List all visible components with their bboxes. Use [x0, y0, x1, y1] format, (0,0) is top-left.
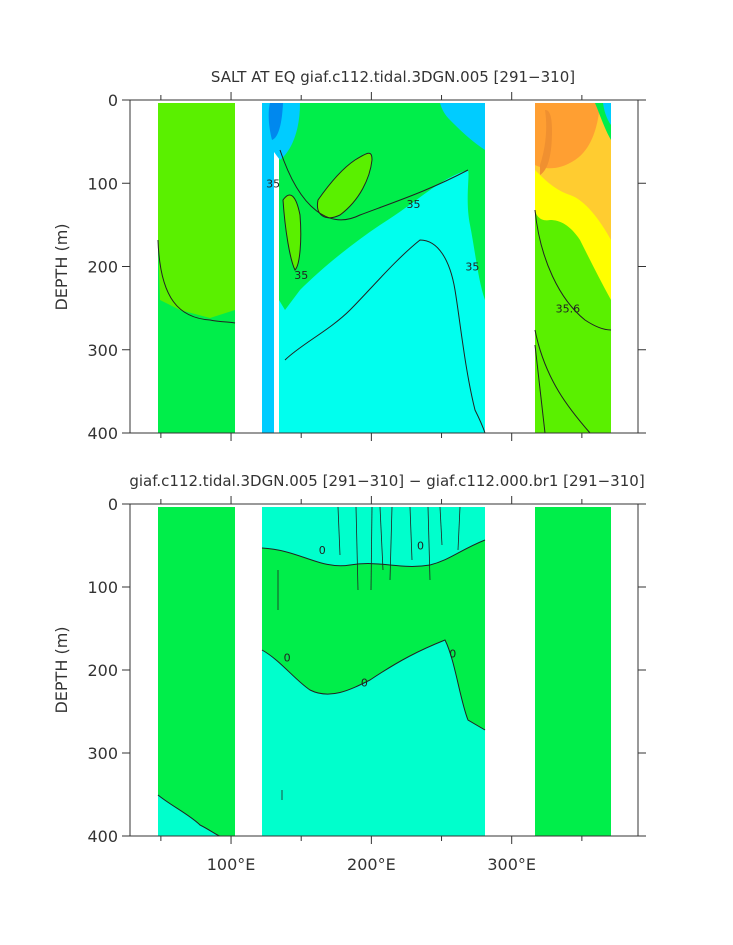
y-tick-label: 400	[87, 424, 118, 443]
x-tick-label: 200°E	[347, 855, 396, 874]
contour-label: 0	[319, 544, 326, 557]
p1-fill-slit1	[262, 103, 274, 433]
p1-contour	[284, 239, 486, 433]
panel-1: SALT AT EQ giaf.c112.tidal.3DGN.005 [291…	[52, 68, 646, 443]
y-tick-label: 100	[87, 174, 118, 193]
p1-contour	[534, 209, 612, 331]
panel-2-ylabel: DEPTH (m)	[52, 626, 71, 713]
panel-1-title: SALT AT EQ giaf.c112.tidal.3DGN.005 [291…	[211, 68, 575, 86]
p1-fill-east-darkorange	[540, 110, 552, 175]
panel-2: giaf.c112.tidal.3DGN.005 [291−310] − gia…	[52, 472, 646, 874]
p1-contour	[534, 329, 591, 433]
contour-label: 35	[465, 261, 479, 274]
panel-1-y-axis: 0 100 200 300 400	[87, 91, 646, 443]
contour-label: 0	[449, 648, 456, 661]
y-tick-label: 0	[108, 495, 118, 514]
contour-label: 0	[417, 540, 424, 553]
p1-fill-lime-thin	[282, 194, 302, 271]
y-tick-label: 0	[108, 91, 118, 110]
panel-2-field	[157, 506, 611, 836]
p1-fill-east-sky	[603, 103, 611, 125]
panel-2-title: giaf.c112.tidal.3DGN.005 [291−310] − gia…	[129, 472, 644, 490]
x-tick-label: 100°E	[207, 855, 256, 874]
p2-contour	[157, 794, 221, 836]
p2-fill-west	[158, 507, 235, 836]
contour-label: 35	[294, 269, 308, 282]
p1-fill-deep	[285, 240, 485, 433]
p2-streaks	[277, 506, 461, 800]
y-tick-label: 100	[87, 578, 118, 597]
p1-contour	[279, 149, 469, 221]
panel-1-field	[157, 103, 612, 433]
contour-label: 0	[284, 652, 291, 665]
y-tick-label: 400	[87, 827, 118, 846]
panel-1-ylabel: DEPTH (m)	[52, 223, 71, 310]
p1-contour	[534, 344, 546, 433]
p1-fill-sky-top2	[440, 103, 485, 150]
p1-fill-west-lime	[158, 103, 235, 318]
contour-label: 35	[406, 198, 420, 211]
p2-fill-deep-aqua	[262, 640, 485, 836]
contour-label: 35.6	[556, 302, 581, 315]
panel-2-y-axis: 0 100 200 300 400	[87, 495, 646, 846]
contour-label: 35	[266, 177, 280, 190]
y-tick-label: 300	[87, 341, 118, 360]
p2-contour	[261, 639, 486, 731]
y-tick-label: 200	[87, 258, 118, 277]
p1-fill-blue-top	[268, 103, 283, 140]
panel-1-contour-labels: 35 35 35 35 35.6	[266, 177, 580, 315]
contour-label: 0	[361, 677, 368, 690]
panel-2-contour-labels: 0 0 0 0 0	[284, 540, 457, 690]
y-tick-label: 200	[87, 661, 118, 680]
p2-fill-west-aqua	[158, 795, 220, 836]
p2-fill-east	[535, 507, 611, 836]
y-tick-label: 300	[87, 744, 118, 763]
p1-contour	[157, 239, 236, 324]
x-tick-label: 300°E	[487, 855, 536, 874]
panel-2-x-axis: 100°E 200°E 300°E	[207, 855, 536, 874]
